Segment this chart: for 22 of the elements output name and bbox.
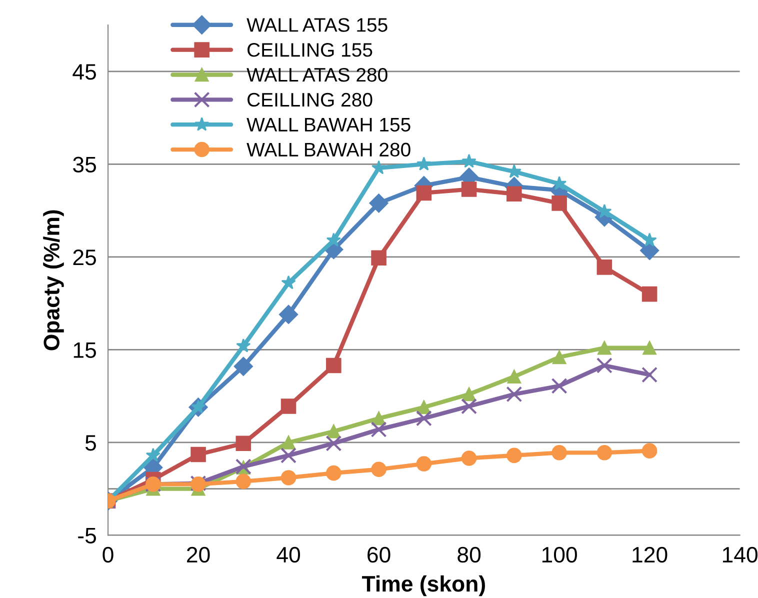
y-tick-label: 25 — [73, 250, 96, 266]
x-tick-label: 20 — [187, 546, 210, 563]
y-tick-label: -5 — [78, 528, 96, 544]
legend-label: WALL BAWAH 280 — [246, 142, 410, 157]
x-tick-label: 100 — [542, 546, 577, 563]
legend-label: WALL ATAS 155 — [246, 18, 388, 32]
y-tick-label: 15 — [74, 342, 96, 358]
x-tick-label: 60 — [368, 546, 390, 563]
x-tick-label: 0 — [102, 546, 114, 563]
x-tick-label: 140 — [722, 546, 758, 563]
y-tick-label: 35 — [73, 156, 96, 173]
legend-label: CEILLING 155 — [248, 43, 372, 57]
x-axis-title: Time (skon) — [362, 575, 485, 596]
x-tick-label: 120 — [632, 546, 668, 563]
x-tick-label: 80 — [458, 546, 481, 563]
legend-label: WALL BAWAH 155 — [246, 118, 410, 132]
y-tick-label: 5 — [85, 435, 96, 451]
y-axis-title: Opacty (%/m) — [43, 210, 64, 350]
legend-label: WALL ATAS 280 — [246, 68, 388, 82]
x-tick-label: 40 — [276, 546, 300, 563]
legend-label: CEILLING 280 — [248, 92, 372, 107]
y-tick-label: 45 — [72, 64, 96, 80]
